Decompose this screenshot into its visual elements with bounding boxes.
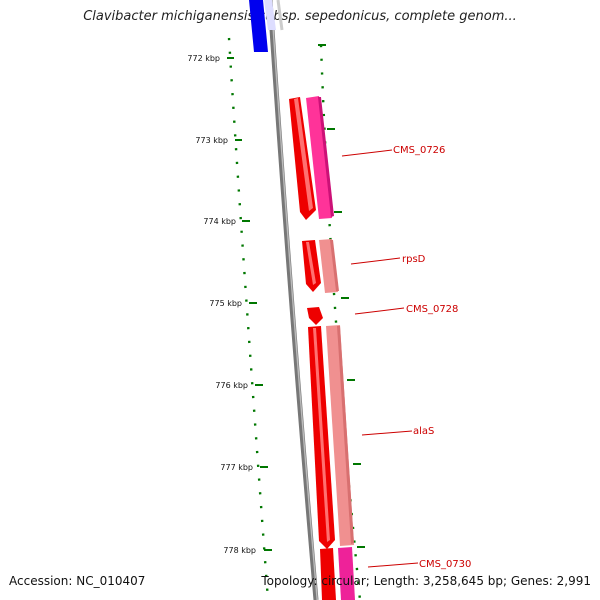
cds-arrow-highlight xyxy=(313,328,330,542)
scale-ticks: 772 kbp 773 kbp 774 kbp 775 kbp 776 kbp … xyxy=(187,44,365,555)
scale-tick-label: 775 kbp xyxy=(209,299,242,308)
backbone-highlight xyxy=(270,0,318,600)
cds-arrow-highlight xyxy=(294,98,313,211)
label-leader xyxy=(354,307,405,315)
map-title: Clavibacter michiganensis subsp. sepedon… xyxy=(83,9,517,24)
topology-summary: Topology: circular; Length: 3,258,645 bp… xyxy=(261,574,591,588)
cds-arrow-highlight xyxy=(306,242,316,285)
scale-tick-label: 774 kbp xyxy=(203,217,236,226)
gene-label-alas: alaS xyxy=(413,426,434,437)
gene-bar-alas xyxy=(326,325,354,546)
blue-feature-fade xyxy=(264,0,276,30)
backbone-line xyxy=(267,0,319,600)
cds-features xyxy=(289,96,355,600)
scale-tick-label: 777 kbp xyxy=(220,463,253,472)
scale-tick-label: 776 kbp xyxy=(215,381,248,390)
cds-arrow-cms-0728 xyxy=(307,307,323,325)
label-leader xyxy=(350,257,401,265)
gene-label-rpsd: rpsD xyxy=(402,254,426,265)
accession-label: Accession: NC_010407 xyxy=(9,574,146,588)
gene-bar-shade xyxy=(318,97,334,217)
previous-feature xyxy=(249,0,276,52)
gene-bar-cms-0726 xyxy=(306,96,332,219)
backbone-inner-fade xyxy=(276,0,284,31)
gene-bar-shade xyxy=(330,240,339,291)
gene-label-cms-0726: CMS_0726 xyxy=(393,145,445,156)
gene-bar-shade xyxy=(337,326,354,544)
gene-labels: CMS_0726 rpsD CMS_0728 alaS CMS_0730 xyxy=(341,145,471,570)
scale-tick-label: 773 kbp xyxy=(195,136,228,145)
gene-label-cms-0730: CMS_0730 xyxy=(419,559,471,570)
blue-feature-block xyxy=(249,0,268,52)
outer-tick-ring xyxy=(227,37,270,600)
scale-tick-label: 772 kbp xyxy=(187,54,220,63)
genome-backbone xyxy=(267,0,319,600)
label-leader xyxy=(361,430,413,436)
minor-tick-ring-outer xyxy=(227,37,270,600)
label-leader xyxy=(367,562,419,568)
label-leader xyxy=(341,149,393,157)
scale-tick-label: 778 kbp xyxy=(223,546,256,555)
gene-label-cms-0728: CMS_0728 xyxy=(406,304,458,315)
cds-arrow-cms-0730 xyxy=(320,548,336,600)
gene-bar-cms-0730 xyxy=(338,547,355,600)
